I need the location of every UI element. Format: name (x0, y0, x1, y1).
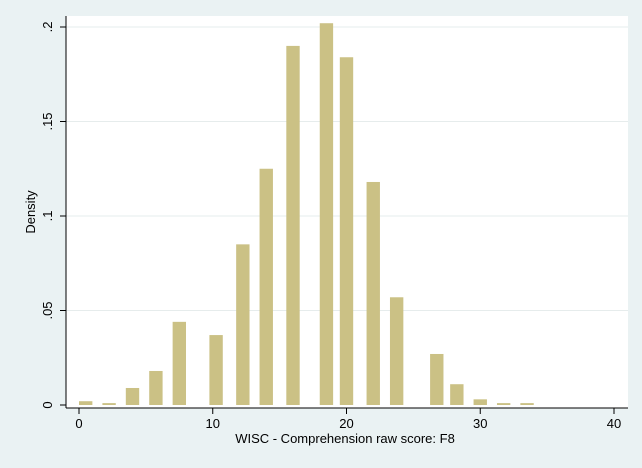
x-axis-label: WISC - Comprehension raw score: F8 (235, 431, 455, 446)
histogram-bar (259, 168, 273, 405)
x-tick-label: 10 (206, 416, 220, 431)
histogram-bar (366, 181, 380, 405)
histogram-bar (102, 403, 116, 405)
histogram-bar (430, 353, 444, 405)
histogram-bar (286, 45, 300, 406)
histogram-bar (389, 297, 404, 405)
y-tick-label: 0 (40, 401, 55, 408)
bars (79, 23, 534, 406)
histogram-bar (209, 335, 223, 405)
x-ticks: 0 10 20 30 40 (75, 408, 621, 431)
histogram-bar (520, 403, 534, 405)
histogram-bar (496, 403, 511, 405)
histogram-bar (473, 399, 487, 405)
histogram-bar (450, 384, 464, 405)
histogram-bar (125, 387, 140, 405)
histogram-bar (79, 401, 93, 405)
y-tick-label: .15 (40, 112, 55, 130)
x-tick-label: 20 (339, 416, 353, 431)
x-tick-label: 0 (75, 416, 82, 431)
y-tick-label: .2 (40, 22, 55, 33)
y-tick-label: .1 (40, 211, 55, 222)
histogram-bar (236, 244, 250, 405)
histogram-bar (339, 57, 354, 406)
histogram-bar (172, 321, 186, 405)
x-tick-label: 30 (473, 416, 487, 431)
x-tick-label: 40 (607, 416, 621, 431)
y-ticks: 0 .05 .1 .15 .2 (40, 22, 66, 409)
y-tick-label: .05 (40, 301, 55, 319)
y-axis-label: Density (23, 190, 38, 234)
histogram-bar (319, 23, 334, 405)
histogram-bar (149, 370, 163, 405)
